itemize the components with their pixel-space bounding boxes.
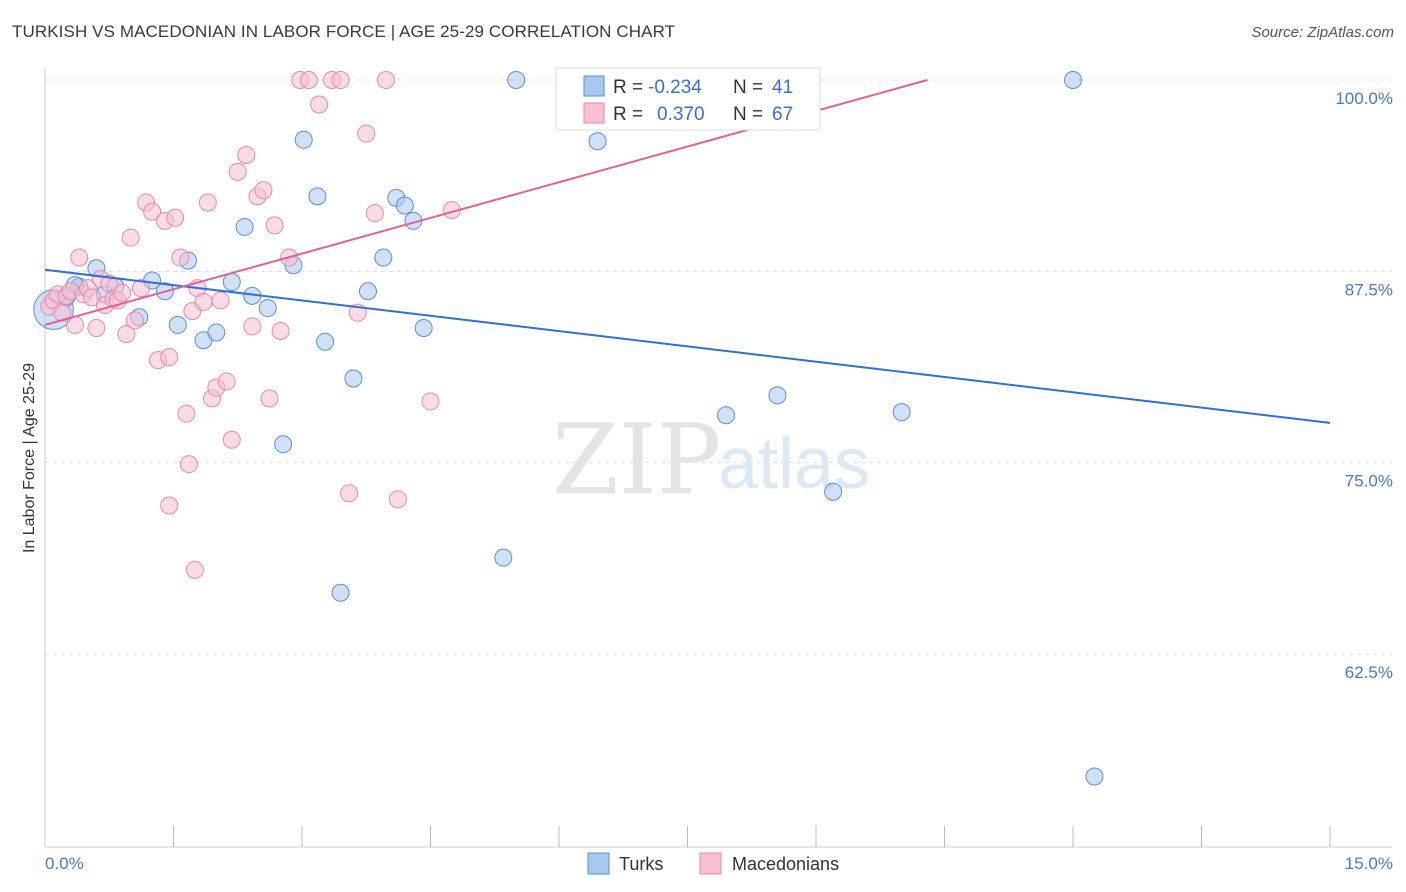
macedonians-point-19 <box>121 228 140 247</box>
turks-point-21 <box>316 332 335 351</box>
macedonians-point-45 <box>260 389 279 408</box>
macedonians-points <box>40 71 791 579</box>
macedonians-point-29 <box>177 404 196 423</box>
macedonians-point-56 <box>357 124 376 143</box>
legend: R = -0.234 N = 41 R = 0.370 N = 67 <box>555 67 821 131</box>
y-tick-label-2: 87.5% <box>1345 280 1393 299</box>
x-tick-label-0: 0.0% <box>45 854 84 873</box>
macedonians-point-59 <box>388 490 407 509</box>
turks-point-13 <box>222 273 241 292</box>
turks-point-23 <box>344 369 363 388</box>
turks-point-25 <box>374 248 393 267</box>
x-tick-label-1: 15.0% <box>1345 854 1393 873</box>
legend-n-label-macedonians: N = <box>733 104 763 125</box>
macedonians-point-21 <box>131 279 150 298</box>
turks-point-19 <box>294 130 313 149</box>
grid-lines <box>45 79 1392 655</box>
macedonians-point-23 <box>143 202 162 221</box>
turks-point-14 <box>235 217 254 236</box>
turks-point-9 <box>168 315 187 334</box>
turks-point-34 <box>717 406 736 425</box>
macedonians-point-41 <box>237 146 256 165</box>
watermark-atlas: atlas <box>718 424 870 504</box>
macedonians-point-40 <box>228 162 247 181</box>
chart-title: TURKISH VS MACEDONIAN IN LABOR FORCE | A… <box>12 22 676 41</box>
macedonians-point-34 <box>198 193 217 212</box>
legend-r-label-macedonians: R = <box>613 104 643 125</box>
macedonians-point-26 <box>160 348 179 367</box>
watermark-zip: ZIP <box>552 404 721 516</box>
macedonians-point-58 <box>376 71 395 89</box>
bottom-legend-swatch-macedonians <box>699 852 722 875</box>
legend-r-label-turks: R = <box>613 77 643 98</box>
watermark: ZIP atlas <box>552 404 870 516</box>
bottom-legend: Turks Macedonians <box>587 852 839 875</box>
trend-lines <box>44 79 1331 424</box>
y-tick-label-3: 100.0% <box>1335 89 1393 108</box>
turks-point-16 <box>258 299 277 318</box>
bottom-legend-turks: Turks <box>619 854 663 874</box>
y-axis-title: In Labor Force | Age 25-29 <box>21 363 38 553</box>
macedonians-point-44 <box>254 181 273 200</box>
source-label: Source: ZipAtlas.com <box>1251 24 1394 41</box>
macedonians-point-50 <box>299 71 318 89</box>
turks-point-38 <box>1064 71 1082 89</box>
turks-point-22 <box>331 583 350 602</box>
y-tick-labels: 62.5% 75.0% 87.5% 100.0% <box>1335 89 1393 682</box>
macedonians-point-7 <box>70 248 89 267</box>
macedonians-point-11 <box>87 318 106 337</box>
macedonians-point-51 <box>310 95 329 114</box>
turks-point-36 <box>824 482 843 501</box>
legend-r-macedonians: 0.370 <box>657 104 705 125</box>
turks-trend-line <box>44 268 1331 424</box>
macedonians-point-27 <box>166 208 185 227</box>
turks-point-29 <box>414 318 433 337</box>
macedonians-point-18 <box>117 325 136 344</box>
turks-point-33 <box>588 132 607 151</box>
legend-n-label-turks: N = <box>733 77 763 98</box>
turks-point-24 <box>358 282 377 301</box>
macedonians-point-17 <box>113 283 132 302</box>
turks-point-17 <box>274 435 293 454</box>
macedonians-point-28 <box>171 248 190 267</box>
macedonians-point-66 <box>185 560 204 579</box>
turks-point-31 <box>507 71 526 89</box>
bottom-legend-macedonians: Macedonians <box>732 854 839 874</box>
macedonians-point-46 <box>265 216 284 235</box>
turks-point-39 <box>1085 767 1104 786</box>
turks-point-27 <box>395 196 414 215</box>
y-tick-label-1: 75.0% <box>1345 472 1393 491</box>
axes <box>44 68 1392 848</box>
legend-swatch-turks <box>583 75 605 97</box>
legend-n-macedonians: 67 <box>772 104 793 125</box>
macedonians-point-60 <box>421 392 440 411</box>
turks-point-30 <box>494 548 513 567</box>
macedonians-point-57 <box>365 204 384 223</box>
macedonians-point-33 <box>194 292 213 311</box>
turks-point-20 <box>308 187 327 206</box>
turks-point-35 <box>768 386 787 405</box>
macedonians-point-65 <box>160 496 179 515</box>
macedonians-point-53 <box>331 71 350 89</box>
legend-r-turks: -0.234 <box>648 77 702 98</box>
legend-swatch-macedonians <box>583 102 605 124</box>
macedonians-point-38 <box>217 372 236 391</box>
y-tick-label-0: 62.5% <box>1345 663 1393 682</box>
turks-point-12 <box>207 323 226 342</box>
macedonians-point-39 <box>222 430 241 449</box>
bottom-legend-swatch-turks <box>587 852 610 875</box>
macedonians-point-47 <box>271 322 290 341</box>
macedonians-point-30 <box>179 455 198 474</box>
legend-n-turks: 41 <box>772 77 793 98</box>
x-tick-labels: 0.0% 15.0% <box>45 854 1393 873</box>
macedonians-point-42 <box>243 317 262 336</box>
macedonians-point-20 <box>125 311 144 330</box>
macedonians-point-37 <box>211 291 230 310</box>
turks-point-37 <box>892 403 911 422</box>
macedonians-point-54 <box>340 484 359 503</box>
